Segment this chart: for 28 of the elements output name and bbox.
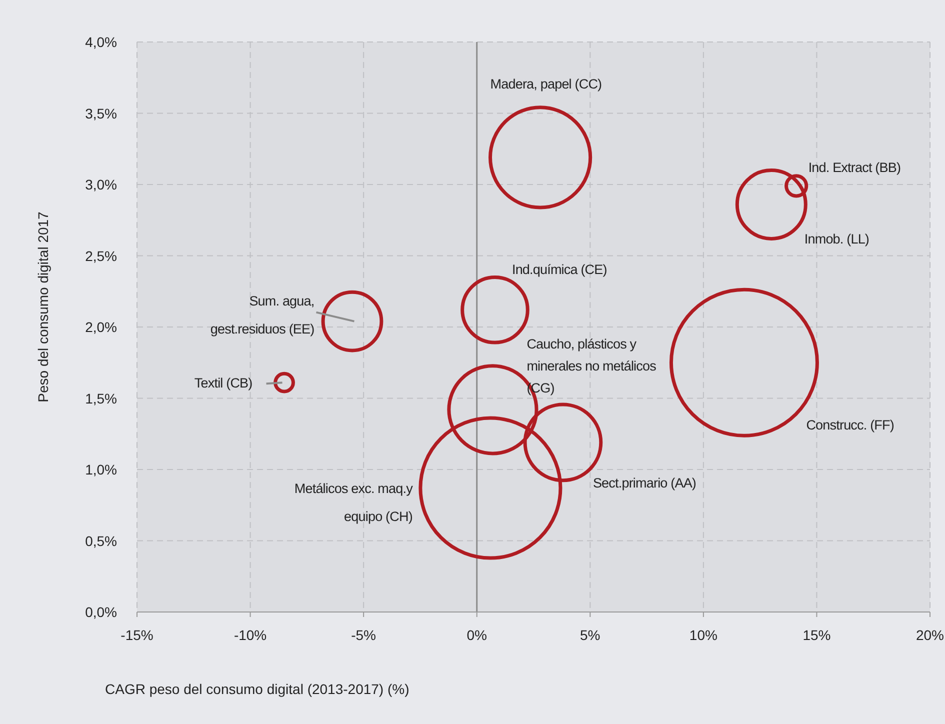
x-tick-label: 10%	[689, 627, 718, 643]
annotation: Metálicos exc. maq.y equipo (CH)	[294, 481, 414, 524]
y-tick-label: 4,0%	[85, 34, 117, 50]
x-tick-label: -10%	[234, 627, 267, 643]
x-tick-label: 15%	[802, 627, 831, 643]
annotation: Ind.química (CE)	[512, 262, 607, 277]
annotation: Madera, papel (CC)	[490, 76, 602, 92]
y-tick-label: 1,0%	[85, 462, 117, 478]
y-tick-label: 1,5%	[85, 390, 117, 406]
y-tick-label: 3,0%	[85, 176, 117, 192]
x-tick-label: 5%	[580, 627, 600, 643]
y-tick-label: 2,0%	[85, 319, 117, 335]
y-axis-title: Peso del consumo digital 2017	[35, 211, 51, 402]
x-tick-label: 0%	[466, 627, 487, 643]
x-tick-label: -15%	[120, 627, 154, 643]
y-tick-label: 0,5%	[85, 532, 117, 549]
annotation: Construcc. (FF)	[806, 418, 894, 433]
x-tick-label: -5%	[351, 627, 376, 643]
x-axis-title: CAGR peso del consumo digital (2013-2017) (%)	[105, 681, 410, 697]
x-tick-label: 20%	[916, 627, 944, 643]
annotation: Textil (CB)	[194, 376, 252, 391]
annotation: Sect.primario (AA)	[592, 475, 696, 490]
y-tick-label: 0,0%	[85, 604, 117, 620]
y-tick-label: 2,5%	[85, 248, 117, 264]
y-tick-label: 3,5%	[85, 105, 117, 122]
annotation: Sum. agua, gest.residuos (EE)	[210, 293, 314, 336]
annotation: Inmob. (LL)	[804, 231, 870, 246]
annotation: Ind. Extract (BB)	[808, 160, 901, 175]
